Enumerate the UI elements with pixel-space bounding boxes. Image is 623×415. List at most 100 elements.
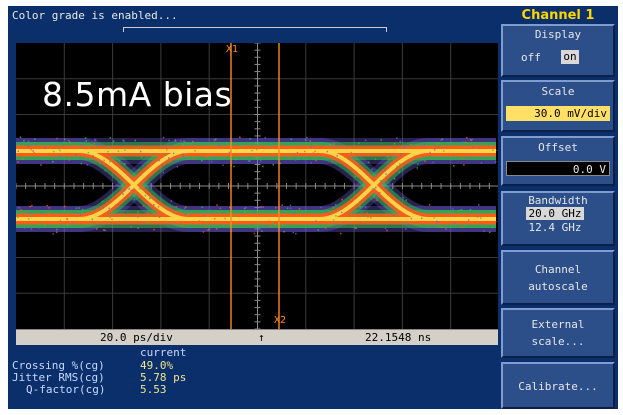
eye-sample-dot [103,159,105,162]
eye-sample-dot [268,153,270,155]
eye-sample-dot [228,215,231,217]
eye-sample-dot [94,139,97,141]
eye-sample-dot [379,179,382,182]
eye-sample-dot [27,145,30,148]
measurement-panel: current Crossing %(cg) 49.0% Jitter RMS(… [8,346,498,409]
calibrate-button[interactable]: Calibrate... [501,362,615,409]
eye-sample-dot [334,203,337,206]
calibrate-label: Calibrate... [518,380,598,393]
eye-sample-dot [52,161,54,163]
eye-sample-dot [123,189,126,192]
eye-sample-dot [494,160,497,163]
external-scale-button[interactable]: External scale... [501,308,615,358]
eye-sample-dot [172,152,175,155]
eye-sample-dot [290,138,292,141]
eye-sample-dot [470,139,472,142]
eye-sample-dot [29,205,31,208]
eye-sample-dot [184,213,186,216]
eye-sample-dot [478,215,480,217]
graticule-svg: X1 X2 [16,43,499,329]
eye-sample-dot [370,217,372,219]
offset-value[interactable]: 0.0 V [506,161,610,176]
bandwidth-panel[interactable]: Bandwidth 20.0 GHz 12.4 GHz [501,191,615,246]
eye-sample-dot [365,153,368,156]
eye-sample-dot [20,209,22,211]
channel-autoscale-button[interactable]: Channel autoscale [501,250,615,305]
eye-sample-dot [253,210,256,213]
measurement-row[interactable]: Crossing %(cg) [12,359,105,372]
eye-sample-dot [64,138,66,141]
eye-sample-dot [465,223,467,225]
eye-sample-dot [133,198,136,201]
eye-sample-dot [66,224,69,227]
eye-sample-dot [187,142,190,145]
eye-sample-dot [416,167,418,169]
eye-sample-dot [17,142,19,144]
eye-sample-dot [68,141,71,143]
eye-sample-dot [476,216,479,218]
eye-sample-dot [222,164,224,167]
eye-sample-dot [214,212,216,214]
eye-sample-dot [244,210,246,213]
eye-sample-dot [438,142,440,144]
eye-sample-dot [281,204,283,206]
eye-sample-dot [176,166,179,168]
eye-sample-dot [331,160,334,163]
eye-sample-dot [81,143,83,146]
eye-sample-dot [268,220,270,223]
eye-diagram-display[interactable]: X1 X2 8.5mA bias [16,43,499,329]
display-title: Display [534,28,582,41]
eye-sample-dot [317,229,319,231]
eye-sample-dot [182,153,184,155]
eye-sample-dot [101,200,104,203]
bandwidth-option[interactable]: 12.4 GHz [528,221,582,234]
eye-sample-dot [123,140,125,143]
display-on-option[interactable]: on [561,50,579,64]
bandwidth-option-selected[interactable]: 20.0 GHz [526,207,584,220]
eye-sample-dot [122,139,124,142]
eye-sample-dot [371,188,374,190]
eye-sample-dot [255,148,258,151]
eye-sample-dot [262,206,264,208]
eye-sample-dot [102,207,104,209]
scale-panel[interactable]: Scale 30.0 mV/div [501,80,615,132]
scale-value[interactable]: 30.0 mV/div [506,106,610,121]
eye-sample-dot [198,220,200,222]
eye-sample-dot [274,224,277,226]
eye-sample-dot [437,221,439,224]
measurement-row[interactable]: Jitter RMS(cg) [12,371,105,384]
eye-sample-dot [445,228,447,230]
eye-sample-dot [16,213,19,215]
eye-sample-dot [256,231,259,233]
eye-sample-dot [275,215,278,217]
eye-sample-dot [492,149,494,151]
eye-sample-dot [249,138,251,140]
eye-sample-dot [275,207,277,209]
eye-sample-dot [358,142,360,144]
eye-sample-dot [265,225,267,228]
eye-sample-dot [210,160,213,163]
eye-sample-dot [294,159,297,161]
eye-sample-dot [410,217,413,220]
eye-sample-dot [380,139,382,141]
offset-panel[interactable]: Offset 0.0 V [501,136,615,186]
eye-sample-dot [289,154,291,156]
eye-sample-dot [442,225,445,227]
eye-sample-dot [464,223,466,226]
measurement-row[interactable]: Q-factor(cg) [26,383,105,396]
eye-sample-dot [31,204,33,207]
eye-sample-dot [272,164,274,166]
eye-sample-dot [100,162,103,164]
eye-sample-dot [375,186,377,189]
eye-sample-dot [364,206,367,208]
eye-sample-dot [38,227,40,229]
eye-sample-dot [355,220,358,223]
marker-label-x2: X2 [274,315,286,326]
eye-sample-dot [272,222,274,224]
eye-sample-dot [138,169,140,171]
eye-sample-dot [168,139,170,142]
eye-sample-dot [371,168,373,170]
eye-sample-dot [428,204,431,206]
display-off-option[interactable]: off [521,51,541,64]
eye-sample-dot [34,138,36,140]
